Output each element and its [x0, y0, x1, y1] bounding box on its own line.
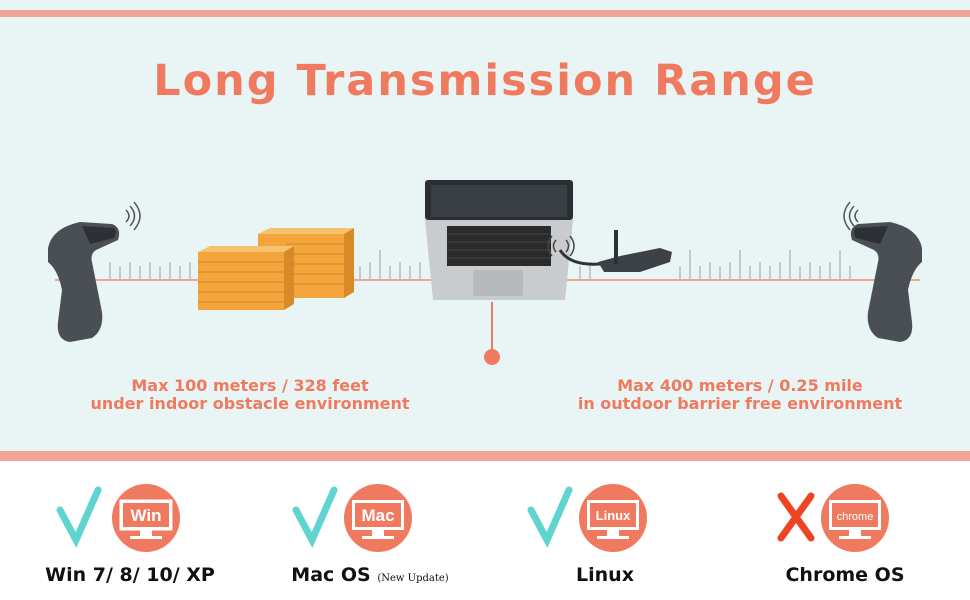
outdoor-range-line1: Max 400 meters / 0.25 mile: [617, 376, 863, 395]
os-support-linux: Linux Linux: [495, 482, 715, 592]
os-badge-text: Linux: [596, 508, 631, 523]
outdoor-range-line2: in outdoor barrier free environment: [577, 394, 903, 413]
bottom-stripe: [0, 451, 970, 461]
os-label: Linux: [576, 564, 634, 586]
check-icon: [56, 486, 102, 549]
ruler-ticks-left: [109, 250, 421, 280]
indoor-range-line2: under indoor obstacle environment: [90, 394, 410, 413]
os-badge-text: chrome: [837, 511, 874, 523]
scanner-left-icon: [48, 201, 141, 342]
os-label: Chrome OS: [785, 564, 905, 586]
cross-icon: [777, 492, 815, 542]
indoor-range-line1: Max 100 meters / 328 feet: [131, 376, 369, 395]
top-stripe: [0, 10, 970, 17]
ruler-ticks-right: [579, 250, 851, 280]
os-support-chrome: chrome Chrome OS: [735, 482, 955, 592]
os-note: (New Update): [377, 573, 449, 584]
os-label: Win 7/ 8/ 10/ XP: [45, 564, 215, 586]
scanner-right-icon: [843, 201, 922, 342]
os-support-mac: Mac Mac OS (New Update): [260, 482, 480, 592]
laptop-icon: [425, 180, 573, 300]
os-badge-text: Mac: [361, 506, 394, 525]
brick-wall-icon: [198, 228, 354, 310]
signal-waves-icon: [547, 235, 575, 257]
check-icon: [292, 486, 338, 549]
os-badge-text: Win: [130, 506, 161, 525]
check-icon: [527, 486, 573, 549]
indoor-range-caption: Max 100 meters / 328 feet under indoor o…: [60, 377, 440, 413]
outdoor-range-caption: Max 400 meters / 0.25 mile in outdoor ba…: [555, 377, 925, 413]
center-marker-dot: [484, 349, 500, 365]
range-illustration: [48, 180, 922, 365]
os-support-windows: Win Win 7/ 8/ 10/ XP: [20, 482, 240, 592]
usb-cradle-icon: [558, 230, 672, 272]
os-label: Mac OS (New Update): [291, 564, 449, 586]
page-title: Long Transmission Range: [153, 56, 817, 106]
